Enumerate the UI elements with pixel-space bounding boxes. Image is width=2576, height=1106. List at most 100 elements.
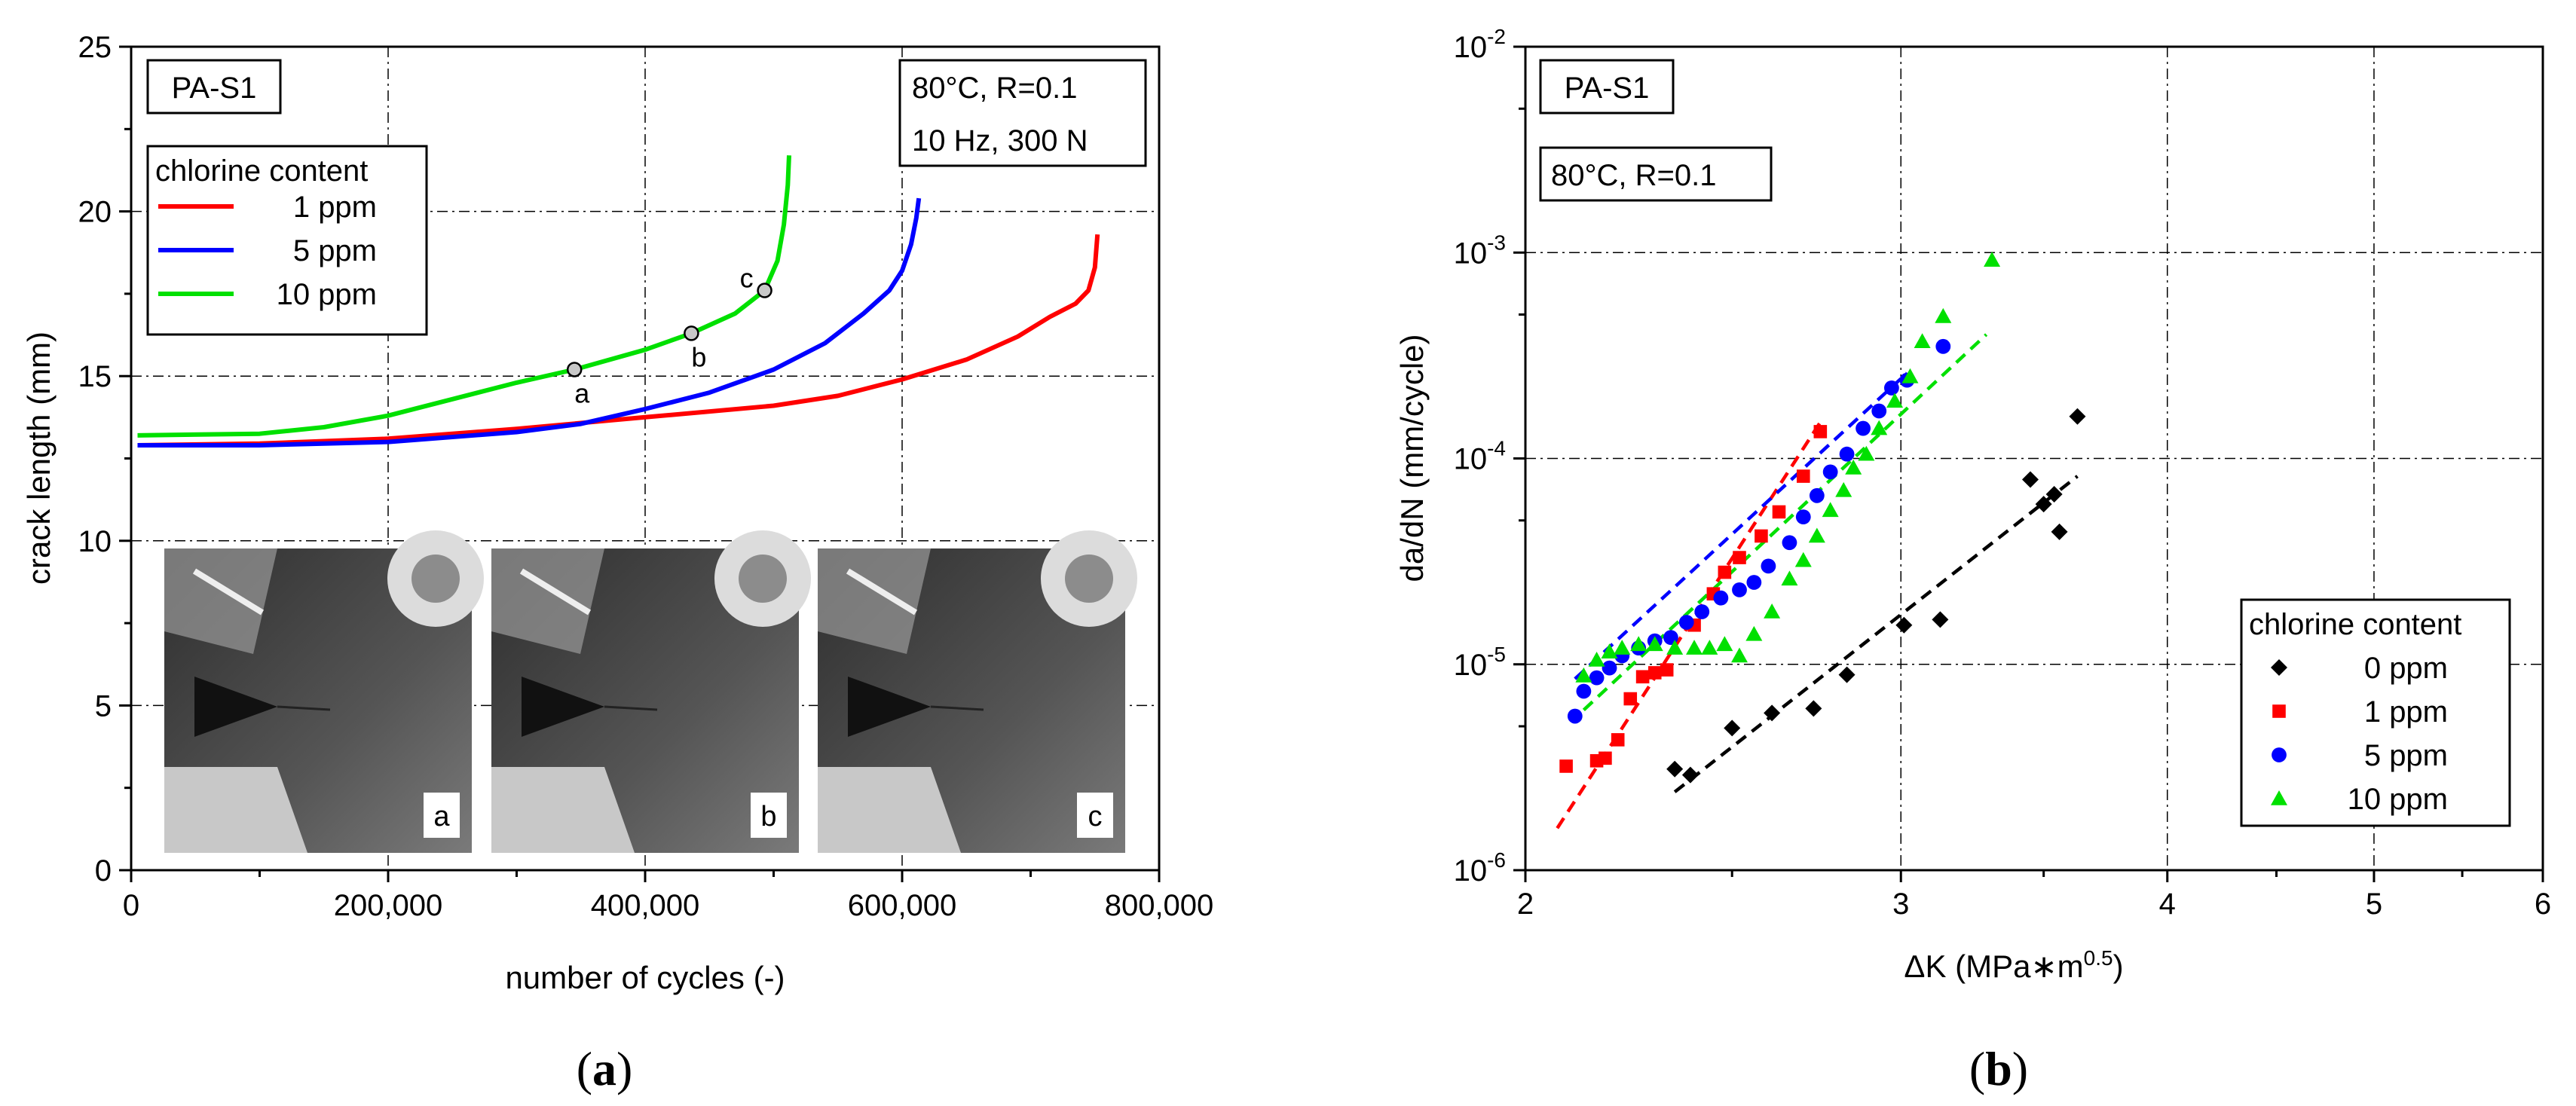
b-legend-box bbox=[2240, 598, 2511, 827]
a-marker-point-a bbox=[566, 362, 583, 377]
a-legend-label-10-ppm: 10 ppm bbox=[277, 278, 377, 311]
photo-upper-grip bbox=[491, 548, 604, 654]
b-y-tick-base: 10 bbox=[1454, 443, 1488, 476]
a-series-line-5-ppm bbox=[137, 197, 922, 448]
photo-crack-tip bbox=[604, 705, 658, 711]
b-y-tick-base: 10 bbox=[1454, 31, 1488, 64]
b-point-5-ppm bbox=[1567, 708, 1583, 724]
a-y-axis-label: crack length (mm) bbox=[21, 331, 57, 585]
b-y-tick-label: 10-6 bbox=[1454, 848, 1506, 888]
a-material-box bbox=[146, 59, 282, 115]
a-x-axis-label: number of cycles (-) bbox=[505, 960, 785, 995]
b-point-1-ppm bbox=[1718, 565, 1732, 579]
b-y-tick-exponent: -5 bbox=[1487, 643, 1506, 666]
b-point-5-ppm bbox=[1576, 683, 1592, 699]
a-y-tick-label: 15 bbox=[78, 360, 112, 393]
b-material-box bbox=[1539, 59, 1675, 115]
b-fit-line-5-ppm bbox=[1574, 371, 1908, 680]
a-legend-label-5-ppm: 5 ppm bbox=[293, 234, 377, 267]
b-panel-letter: b bbox=[1985, 1042, 2012, 1095]
b-y-tick-label: 10-3 bbox=[1454, 231, 1506, 270]
b-point-5-ppm bbox=[1732, 582, 1747, 597]
b-y-tick-base: 10 bbox=[1454, 854, 1488, 888]
b-point-5-ppm bbox=[1589, 670, 1605, 686]
b-x-tick-label: 5 bbox=[2366, 888, 2382, 921]
b-point-5-ppm bbox=[1713, 590, 1729, 606]
b-point-5-ppm bbox=[1822, 464, 1838, 480]
a-x-tick-label: 400,000 bbox=[591, 889, 700, 922]
b-point-5-ppm bbox=[1678, 615, 1694, 630]
b-legend-label-0-ppm: 0 ppm bbox=[2364, 652, 2448, 685]
b-point-10-ppm bbox=[1914, 333, 1931, 349]
b-x-axis-label-main: ΔK (MPa∗m bbox=[1904, 949, 2083, 984]
b-point-1-ppm bbox=[1635, 670, 1650, 684]
b-point-0-ppm bbox=[1764, 704, 1781, 722]
a-panel-letter: a bbox=[592, 1042, 616, 1095]
b-point-5-ppm bbox=[1694, 604, 1710, 619]
b-point-1-ppm bbox=[1599, 751, 1612, 765]
b-point-10-ppm bbox=[1646, 636, 1663, 652]
b-y-tick-exponent: -6 bbox=[1487, 848, 1506, 872]
a-material-label: PA-S1 bbox=[172, 72, 257, 105]
b-point-5-ppm bbox=[1809, 487, 1825, 503]
a-series-line-10-ppm bbox=[137, 155, 791, 438]
b-point-0-ppm bbox=[2069, 408, 2086, 425]
b-point-0-ppm bbox=[1666, 760, 1684, 778]
a-axis-ticks: 0 200,000 400,000 600,000 800,000 0 5 10 15 20 25 bbox=[78, 31, 1214, 922]
b-legend-marker-5-ppm bbox=[2272, 747, 2287, 762]
a-conditions-line-1: 80°C, R=0.1 bbox=[912, 72, 1077, 105]
a-conditions-line-2: 10 Hz, 300 N bbox=[912, 124, 1088, 157]
photo-upper-grip bbox=[818, 548, 931, 654]
b-point-10-ppm bbox=[1794, 551, 1812, 567]
a-inset-label: b bbox=[760, 801, 776, 833]
chart-b: 2 3 4 5 610-610-510-410-310-2 ΔK (MPa∗m0.5) … bbox=[1394, 25, 2551, 1095]
a-marker-point-b bbox=[684, 325, 699, 341]
photo-highlight bbox=[846, 568, 918, 616]
b-legend-marker-10-ppm bbox=[2271, 790, 2287, 805]
b-fit-lines bbox=[1556, 333, 2079, 830]
photo-highlight bbox=[519, 568, 592, 616]
b-point-10-ppm bbox=[1630, 636, 1647, 652]
b-point-10-ppm bbox=[1901, 368, 1919, 383]
b-point-5-ppm bbox=[1761, 558, 1776, 574]
photo-lower-grip bbox=[164, 767, 307, 853]
a-x-tick-label: 800,000 bbox=[1105, 889, 1214, 922]
photo-pin-hole bbox=[1065, 555, 1113, 603]
b-point-10-ppm bbox=[1588, 651, 1605, 667]
b-point-1-ppm bbox=[1813, 425, 1828, 438]
a-conditions-box bbox=[898, 59, 1147, 167]
chart-a: a b c a b c 0 200,000 400,000 600,000 800,000 0 5 1… bbox=[21, 31, 1213, 1095]
b-point-0-ppm bbox=[1895, 616, 1913, 634]
photo-crack-notch bbox=[194, 677, 277, 737]
a-inset-photos: a b c bbox=[164, 530, 1137, 853]
b-legend: chlorine content 0 ppm 1 ppm 5 ppm 10 ppm bbox=[2240, 598, 2511, 827]
a-x-tick-label: 0 bbox=[123, 889, 139, 922]
a-marker-label: a bbox=[574, 377, 590, 408]
b-point-10-ppm bbox=[1614, 640, 1631, 655]
b-panel-label: (b) bbox=[1969, 1042, 2028, 1095]
a-legend-box bbox=[146, 145, 428, 336]
a-y-tick-label: 0 bbox=[95, 854, 112, 888]
a-x-tick-label: 200,000 bbox=[334, 889, 443, 922]
b-x-axis-label-sup: 0.5 bbox=[2084, 946, 2113, 970]
b-point-0-ppm bbox=[1932, 611, 1949, 628]
b-fit-line-0-ppm bbox=[1673, 475, 2079, 793]
b-point-1-ppm bbox=[1796, 469, 1810, 483]
b-point-1-ppm bbox=[1772, 505, 1786, 519]
b-y-tick-label: 10-4 bbox=[1454, 437, 1506, 476]
photo-pin-hole bbox=[411, 555, 460, 603]
b-point-5-ppm bbox=[1935, 338, 1951, 354]
b-y-tick-exponent: -3 bbox=[1487, 231, 1506, 254]
b-x-axis-label: ΔK (MPa∗m0.5) bbox=[1904, 946, 2123, 984]
b-x-tick-label: 2 bbox=[1517, 888, 1534, 921]
a-inset-photo-a: a bbox=[164, 530, 484, 853]
a-marker-label: b bbox=[691, 341, 706, 372]
a-legend-title: chlorine content bbox=[155, 154, 368, 188]
b-point-10-ppm bbox=[1745, 625, 1763, 641]
a-series-line-1-ppm bbox=[137, 234, 1100, 448]
a-series-lines bbox=[137, 155, 1100, 448]
b-point-10-ppm bbox=[1716, 636, 1733, 652]
b-point-1-ppm bbox=[1755, 529, 1768, 543]
b-point-1-ppm bbox=[1647, 666, 1662, 680]
a-legend: chlorine content 1 ppm 5 ppm 10 ppm bbox=[146, 145, 428, 336]
